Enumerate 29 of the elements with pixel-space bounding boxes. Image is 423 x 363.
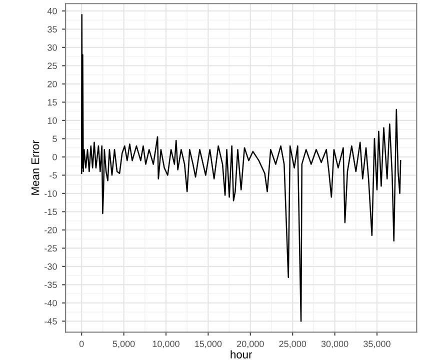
y-tick-label: -25: [44, 245, 57, 252]
y-tick-label: 20: [48, 80, 57, 88]
x-tick-label: 5,000: [112, 340, 135, 348]
x-tick-label: 35,000: [364, 340, 390, 348]
y-tick-label: 0: [52, 154, 57, 160]
x-tick-label: 10,000: [152, 340, 180, 348]
y-tick-label: -45: [44, 318, 57, 325]
x-tick-label: 0: [79, 340, 84, 348]
y-tick-label: 15: [48, 99, 57, 106]
y-tick-label: -35: [44, 282, 57, 288]
y-tick-label: 30: [48, 44, 57, 51]
y-tick-label: 5: [52, 136, 57, 142]
y-tick-label: -20: [44, 226, 57, 234]
y-tick-label: 25: [48, 62, 57, 70]
y-axis-title: Mean Error: [31, 140, 40, 195]
y-tick-label: -5: [50, 172, 57, 179]
y-tick-label: 35: [48, 26, 57, 33]
y-tick-label: -15: [44, 208, 57, 216]
x-axis-title: hour: [230, 350, 252, 358]
x-tick-label: 15,000: [195, 340, 222, 348]
y-tick-label: -30: [44, 263, 57, 270]
line-series: [80, 14, 402, 322]
y-tick-label: 40: [47, 8, 57, 14]
x-tick-label: 30,000: [321, 340, 348, 348]
y-tick-label: -10: [44, 190, 57, 197]
y-tick-label: 10: [48, 117, 57, 124]
x-tick-label: 20,000: [237, 340, 264, 348]
y-tick-label: -40: [44, 300, 57, 306]
x-tick-label: 25,000: [279, 340, 306, 348]
